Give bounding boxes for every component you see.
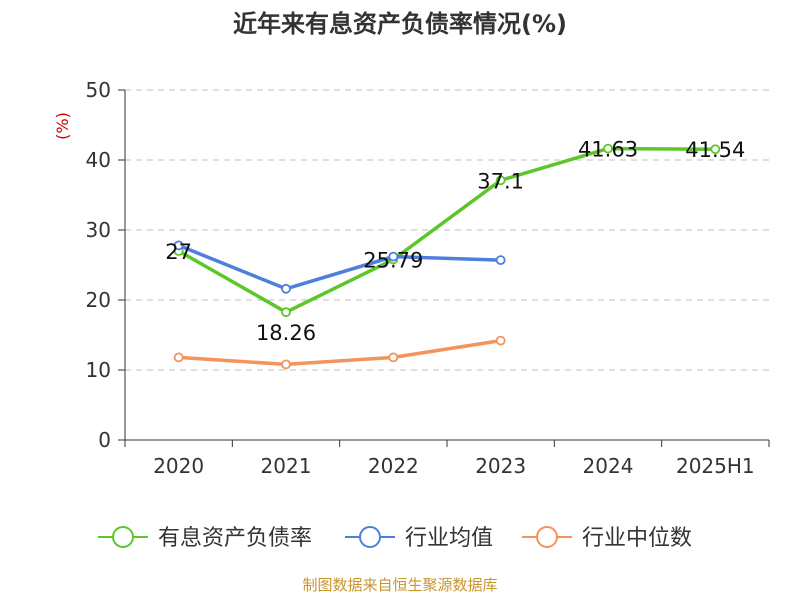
data-point[interactable] xyxy=(495,335,506,346)
legend-item[interactable]: 行业中位数 xyxy=(522,526,692,551)
series-lines xyxy=(173,143,721,370)
legend-marker-icon xyxy=(112,526,134,548)
series-line xyxy=(176,338,503,367)
series-group xyxy=(173,335,506,370)
y-tick-label: 0 xyxy=(98,428,111,452)
legend-label: 有息资产负债率 xyxy=(158,526,312,551)
axes: 0 10 20 30 40 50 2020 2021 2022 2023 2024 2025H1 xyxy=(86,78,770,478)
legend-label: 行业中位数 xyxy=(582,526,692,551)
series-line xyxy=(176,146,718,314)
series-line xyxy=(176,243,503,291)
x-tick-label: 2020 xyxy=(153,454,204,478)
data-point[interactable] xyxy=(495,175,506,186)
x-tick-label: 2023 xyxy=(475,454,526,478)
legend[interactable]: 有息资产负债率 行业均值 行业中位数 xyxy=(98,526,692,551)
data-point[interactable] xyxy=(281,307,291,318)
data-point[interactable] xyxy=(495,255,506,266)
x-tick-label: 2022 xyxy=(368,454,419,478)
data-label: 25.79 xyxy=(363,248,423,272)
y-tick-label: 20 xyxy=(86,288,111,312)
y-tick-label: 50 xyxy=(86,78,111,102)
series-group xyxy=(173,240,506,294)
legend-item[interactable]: 有息资产负债率 xyxy=(98,526,312,551)
data-label: 41.63 xyxy=(578,138,638,162)
source-note: 制图数据来自恒生聚源数据库 xyxy=(302,576,497,594)
data-point[interactable] xyxy=(281,283,291,294)
legend-label: 行业均值 xyxy=(405,526,493,551)
x-tick-label: 2024 xyxy=(583,454,634,478)
data-label: 18.26 xyxy=(256,321,316,345)
grid-lines xyxy=(125,89,769,371)
data-label: 41.54 xyxy=(685,138,745,162)
data-point[interactable] xyxy=(603,143,613,154)
chart-title: 近年来有息资产负债率情况(%) xyxy=(233,10,567,38)
data-labels: 27 18.26 25.79 37.1 41.63 41.54 xyxy=(165,138,745,346)
x-tick-label: 2025H1 xyxy=(676,454,755,478)
y-tick-label: 40 xyxy=(86,148,111,172)
data-point[interactable] xyxy=(388,352,399,363)
legend-marker-icon xyxy=(536,526,558,548)
data-label: 37.1 xyxy=(477,169,524,193)
data-point[interactable] xyxy=(281,359,291,370)
legend-item[interactable]: 行业均值 xyxy=(345,526,493,551)
data-label: 27 xyxy=(165,240,192,264)
y-axis-label: (%) xyxy=(53,112,72,140)
data-point[interactable] xyxy=(173,240,184,251)
x-tick-label: 2021 xyxy=(261,454,312,478)
data-point[interactable] xyxy=(173,352,184,363)
y-tick-label: 10 xyxy=(86,358,111,382)
data-point[interactable] xyxy=(388,251,399,262)
data-point[interactable] xyxy=(710,144,721,155)
y-tick-label: 30 xyxy=(86,218,111,242)
legend-marker-icon xyxy=(359,526,381,548)
